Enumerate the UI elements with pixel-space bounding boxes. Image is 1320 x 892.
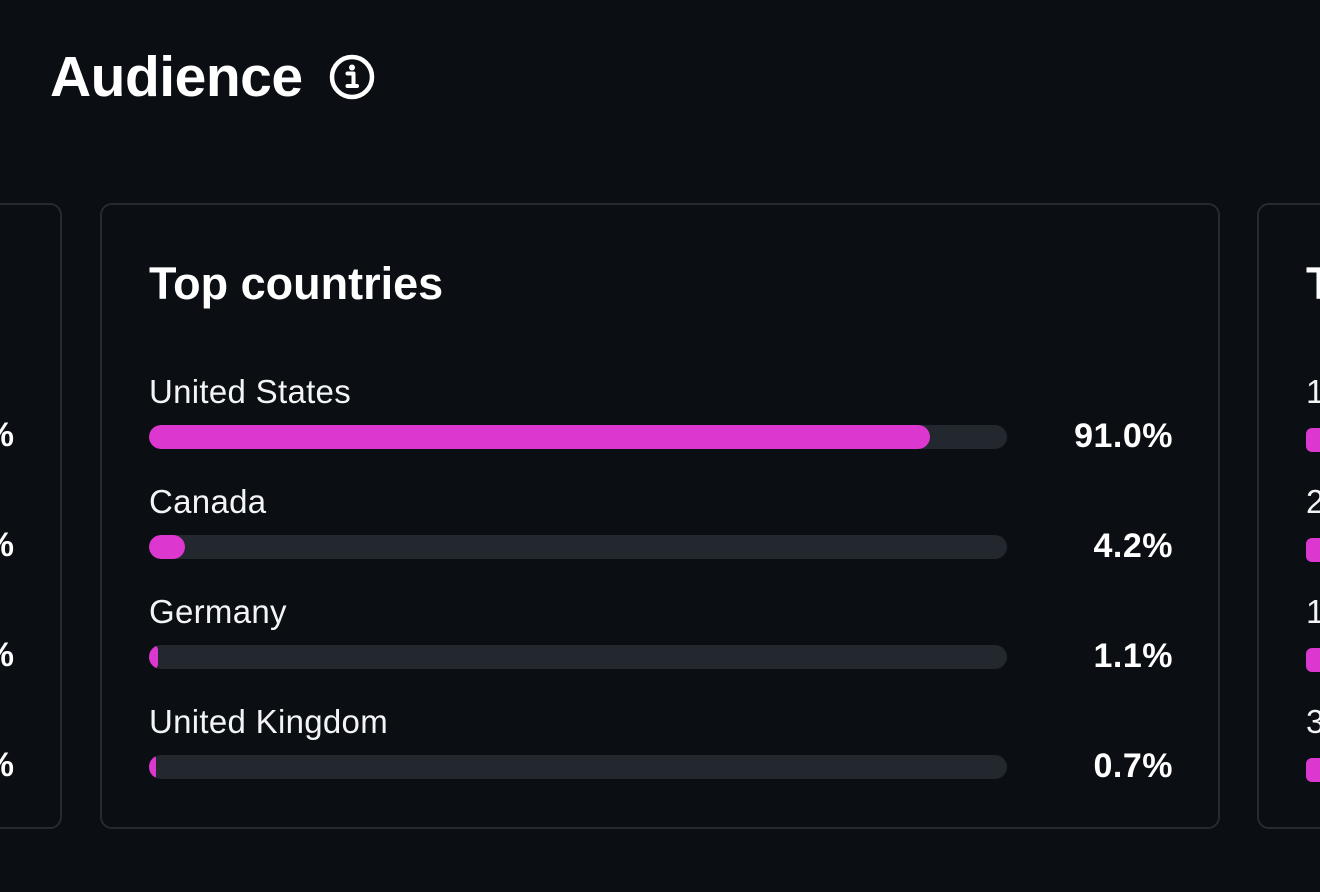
progress-fill bbox=[149, 645, 159, 669]
next-card-title: T bbox=[1306, 257, 1320, 311]
page-header: Audience bbox=[50, 44, 375, 110]
country-label: Germany bbox=[149, 593, 287, 630]
progress-track bbox=[149, 535, 1007, 559]
previous-card-value: % bbox=[0, 415, 14, 455]
progress-track bbox=[149, 755, 1007, 779]
next-card-label: 1 bbox=[1306, 372, 1320, 412]
country-percent: 4.2% bbox=[1093, 527, 1173, 565]
country-percent: 1.1% bbox=[1093, 637, 1173, 675]
info-circle-icon[interactable] bbox=[329, 54, 375, 100]
next-card-label: 1 bbox=[1306, 592, 1320, 632]
country-row: United States 91.0% bbox=[149, 372, 1173, 462]
country-row: Canada 4.2% bbox=[149, 482, 1173, 572]
country-percent: 91.0% bbox=[1074, 417, 1173, 455]
previous-card-value: % bbox=[0, 525, 14, 565]
country-label: Canada bbox=[149, 483, 267, 520]
previous-card-value: % bbox=[0, 635, 14, 675]
progress-fill bbox=[149, 535, 186, 559]
top-countries-card: Top countries United States 91.0% Canada… bbox=[100, 203, 1220, 829]
card-title: Top countries bbox=[149, 258, 444, 309]
next-card-label: 3 bbox=[1306, 702, 1320, 742]
page-title: Audience bbox=[50, 45, 303, 109]
progress-track bbox=[149, 425, 1007, 449]
previous-card-value: % bbox=[0, 745, 14, 785]
next-card-bar bbox=[1306, 538, 1320, 562]
country-percent: 0.7% bbox=[1093, 747, 1173, 785]
country-label: United Kingdom bbox=[149, 703, 389, 740]
country-label: United States bbox=[149, 373, 352, 410]
next-card-label: 2 bbox=[1306, 482, 1320, 522]
previous-card: % % % % bbox=[0, 203, 62, 829]
next-card-bar bbox=[1306, 428, 1320, 452]
progress-track bbox=[149, 645, 1007, 669]
next-card-bar bbox=[1306, 648, 1320, 672]
next-card: T 1 2 1 3 bbox=[1257, 203, 1320, 829]
next-card-bar bbox=[1306, 758, 1320, 782]
progress-fill bbox=[149, 425, 930, 449]
country-row: Germany 1.1% bbox=[149, 592, 1173, 682]
progress-fill bbox=[149, 755, 156, 779]
country-row: United Kingdom 0.7% bbox=[149, 702, 1173, 792]
